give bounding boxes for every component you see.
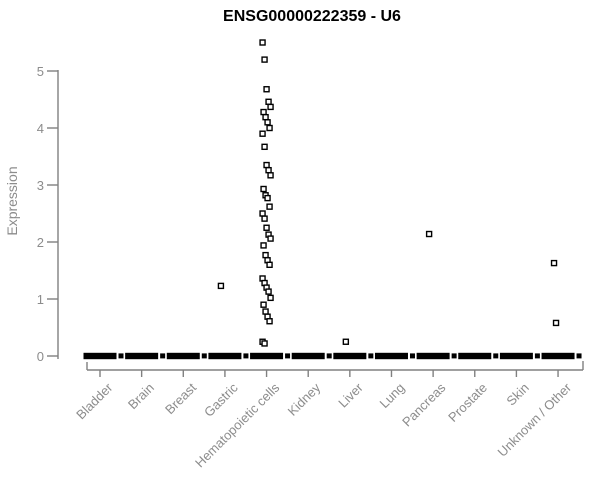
zero-expression-point xyxy=(451,353,457,359)
zero-expression-cluster xyxy=(125,352,159,360)
data-point xyxy=(267,103,274,111)
zero-expression-cluster xyxy=(83,352,117,360)
zero-expression-cluster xyxy=(416,352,450,360)
zero-expression-point xyxy=(409,353,415,359)
y-tick-label: 5 xyxy=(36,63,44,79)
zero-expression-point xyxy=(368,353,374,359)
zero-expression-cluster xyxy=(333,352,367,360)
zero-expression-point xyxy=(201,353,207,359)
data-point xyxy=(260,108,267,116)
data-point xyxy=(261,215,268,222)
zero-expression-point xyxy=(326,353,332,359)
data-point xyxy=(550,259,558,267)
data-point xyxy=(262,251,269,259)
y-tick-label: 1 xyxy=(36,291,44,307)
data-point xyxy=(266,203,273,210)
zero-expression-point xyxy=(118,353,124,359)
zero-expression-point xyxy=(576,353,582,359)
zero-expression-point xyxy=(243,353,249,359)
y-tick-label: 0 xyxy=(36,348,44,364)
y-tick-label: 3 xyxy=(36,177,44,193)
data-point xyxy=(267,235,274,242)
zero-expression-cluster xyxy=(291,352,325,360)
zero-expression-point xyxy=(285,353,291,359)
data-point xyxy=(265,98,272,105)
zero-expression-cluster xyxy=(166,352,200,360)
zero-expression-point xyxy=(160,353,166,359)
data-point xyxy=(267,294,274,302)
zero-expression-cluster xyxy=(541,352,575,360)
y-tick-label: 2 xyxy=(36,234,44,250)
data-point xyxy=(260,185,267,193)
data-point xyxy=(265,166,272,174)
zero-expression-cluster xyxy=(499,352,533,360)
data-point xyxy=(259,130,266,137)
data-point xyxy=(261,143,268,151)
data-point xyxy=(342,338,350,345)
data-point xyxy=(217,282,225,290)
data-point xyxy=(425,230,433,238)
data-point xyxy=(263,224,270,231)
zero-expression-point xyxy=(493,353,499,359)
data-point xyxy=(266,318,273,325)
data-point xyxy=(264,194,271,202)
y-tick-label: 4 xyxy=(36,120,44,136)
data-point xyxy=(261,56,268,63)
data-point xyxy=(259,39,266,46)
data-point xyxy=(267,172,274,179)
data-point xyxy=(552,319,560,327)
zero-expression-cluster xyxy=(374,352,408,360)
data-point xyxy=(259,210,266,217)
data-point xyxy=(260,242,267,249)
data-point xyxy=(266,261,273,268)
data-point xyxy=(263,161,270,169)
zero-expression-point xyxy=(534,353,540,359)
data-point xyxy=(264,119,271,126)
data-point xyxy=(262,308,269,315)
chart-title: ENSG00000222359 - U6 xyxy=(223,8,401,25)
data-point xyxy=(266,124,273,132)
zero-expression-cluster xyxy=(458,352,492,360)
data-point xyxy=(260,301,267,308)
data-point xyxy=(261,340,268,347)
zero-expression-cluster xyxy=(208,352,242,360)
data-point xyxy=(265,288,272,295)
data-point xyxy=(262,113,269,121)
zero-expression-cluster xyxy=(250,352,284,360)
data-point xyxy=(263,86,270,93)
